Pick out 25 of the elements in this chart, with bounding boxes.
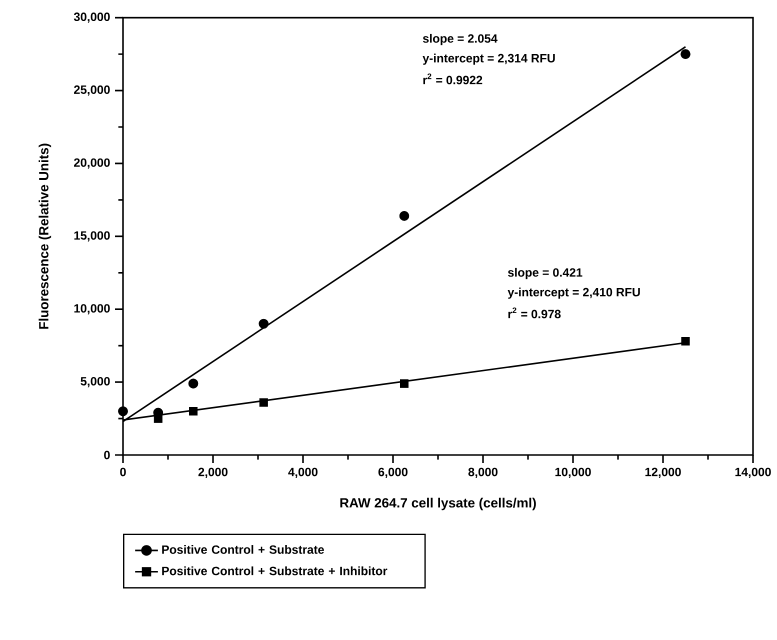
legend-label: Positive Control + Substrate + Inhibitor — [162, 566, 388, 576]
y-tick-label: 10,000 — [74, 304, 110, 314]
y-tick-label: 25,000 — [74, 85, 110, 96]
x-tick-label: 12,000 — [645, 468, 681, 478]
x-tick-label: 10,000 — [555, 468, 591, 478]
annotation: y-intercept = 2,314 RFU — [422, 54, 555, 65]
annotation: slope = 0.421 — [508, 268, 582, 280]
annotation: y-intercept = 2,410 RFU — [508, 288, 640, 299]
x-tick-label: 0 — [120, 468, 126, 476]
x-tick-label: 6,000 — [378, 468, 408, 478]
annotation: r$^{2}$ = 0.978 — [508, 307, 561, 318]
y-tick-label: 5,000 — [80, 376, 110, 388]
x-tick-label: 4,000 — [288, 468, 318, 478]
x-tick-label: 8,000 — [468, 468, 498, 478]
annotation: slope = 2.054 — [422, 34, 498, 46]
x-tick-label: 14,000 — [735, 468, 771, 478]
x-axis-title: RAW 264.7 cell lysate (cells/ml) — [340, 498, 536, 510]
y-tick-label: 20,000 — [74, 158, 110, 169]
y-tick-label: 0 — [104, 450, 110, 460]
y-tick-label: 15,000 — [74, 231, 110, 242]
y-tick-label: 30,000 — [74, 12, 110, 23]
annotation: r$^{2}$ = 0.9922 — [423, 73, 482, 84]
legend-label: Positive Control + Substrate — [162, 545, 324, 554]
y-axis-title: Fluorescence (Relative Units) — [38, 144, 52, 329]
x-tick-label: 2,000 — [198, 468, 228, 478]
